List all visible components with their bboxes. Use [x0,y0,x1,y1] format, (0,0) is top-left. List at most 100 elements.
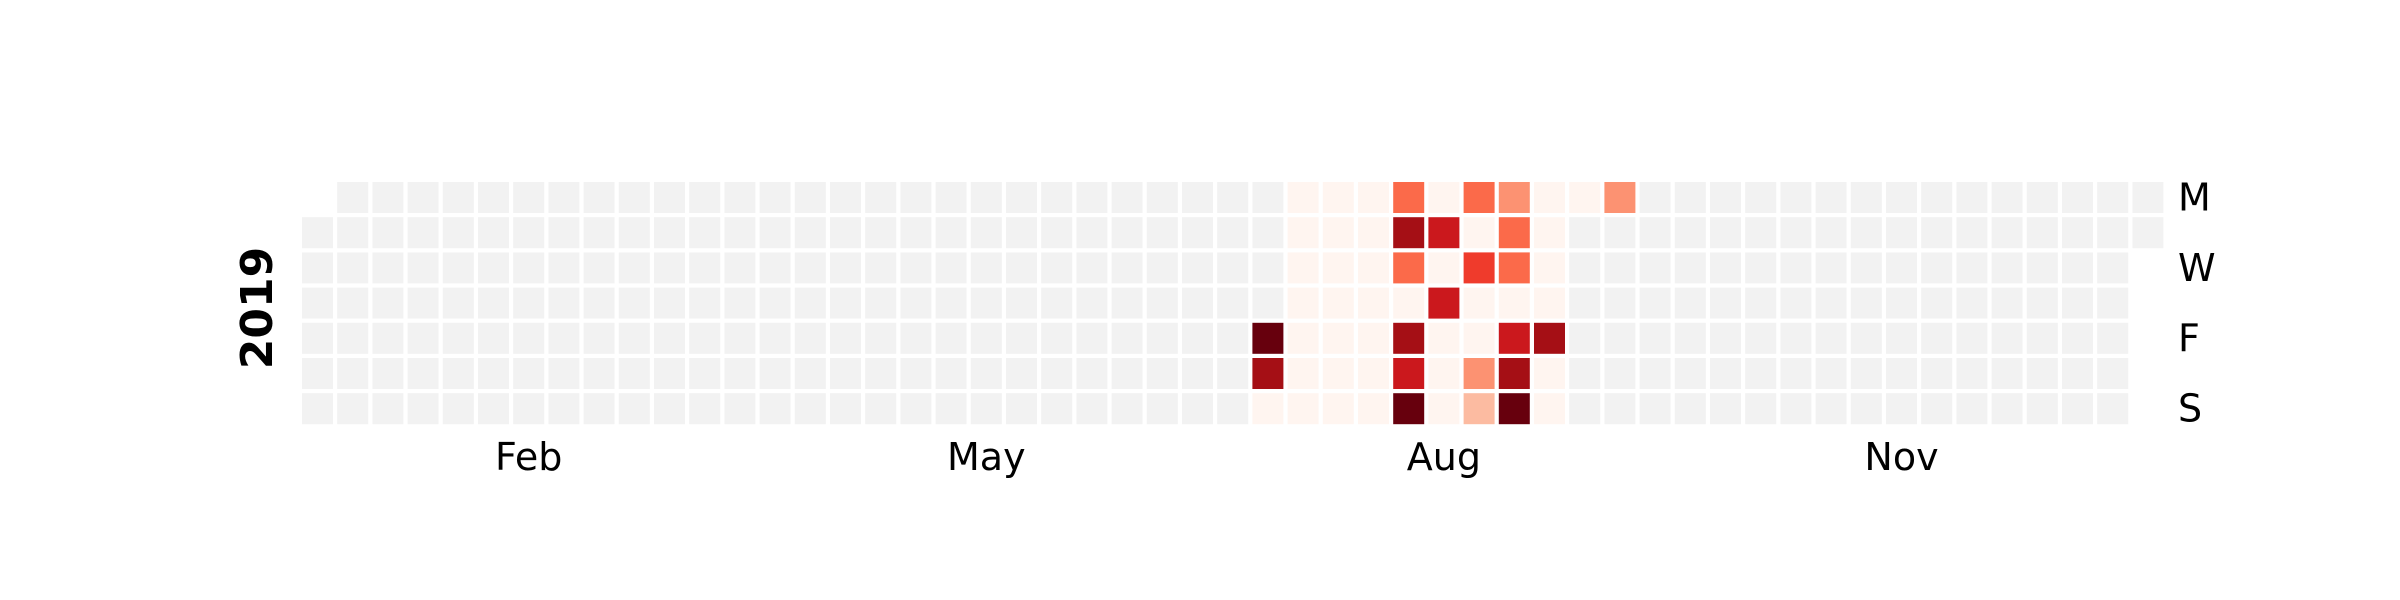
heatmap-cell-2019-09-18 [1604,252,1635,283]
heatmap-cell-2019-01-28 [443,182,474,213]
heatmap-cell-2019-03-05 [619,217,650,248]
heatmap-cell-2019-11-19 [1921,217,1952,248]
heatmap-cell-2019-08-31 [1499,358,1530,389]
heatmap-cell-2019-03-17 [654,393,685,424]
heatmap-cell-2019-06-10 [1112,182,1143,213]
heatmap-cell-2019-10-04 [1675,323,1706,354]
heatmap-cell-2019-06-13 [1112,288,1143,319]
heatmap-cell-2019-05-06 [936,182,967,213]
heatmap-cell-2019-05-29 [1041,252,1072,283]
heatmap-cell-2019-06-24 [1182,182,1213,213]
heatmap-cell-2019-02-17 [513,393,544,424]
heatmap-cell-2019-01-12 [337,358,368,389]
heatmap-cell-2019-08-17 [1428,358,1459,389]
heatmap-cell-2019-12-13 [2027,323,2058,354]
heatmap-cell-2019-09-08 [1534,393,1565,424]
heatmap-cell-2019-11-12 [1886,217,1917,248]
heatmap-cell-2019-12-06 [1992,323,2023,354]
heatmap-cell-2019-06-27 [1182,288,1213,319]
heatmap-cell-2019-12-19 [2062,288,2093,319]
heatmap-cell-2019-06-16 [1112,393,1143,424]
heatmap-cell-2019-02-20 [548,252,579,283]
month-label-may: May [947,435,1026,479]
day-label-m: M [2178,176,2211,220]
heatmap-cell-2019-04-03 [760,252,791,283]
heatmap-cell-2019-04-01 [760,182,791,213]
heatmap-cell-2019-08-26 [1499,182,1530,213]
heatmap-cell-2019-12-16 [2062,182,2093,213]
heatmap-cell-2019-02-13 [513,252,544,283]
heatmap-cell-2019-07-18 [1288,288,1319,319]
heatmap-cell-2019-10-30 [1816,252,1847,283]
heatmap-cell-2019-06-29 [1182,358,1213,389]
heatmap-cell-2019-03-10 [619,393,650,424]
heatmap-cell-2019-02-22 [548,323,579,354]
heatmap-cell-2019-04-23 [865,217,896,248]
heatmap-cell-2019-04-02 [760,217,791,248]
heatmap-cell-2019-10-08 [1710,217,1741,248]
heatmap-cell-2019-02-08 [478,323,509,354]
heatmap-cell-2019-08-27 [1499,217,1530,248]
heatmap-cell-2019-03-19 [689,217,720,248]
heatmap-cell-2019-10-19 [1745,358,1776,389]
heatmap-cell-2019-11-18 [1921,182,1952,213]
heatmap-cell-2019-05-05 [900,393,931,424]
heatmap-cell-2019-03-31 [724,393,755,424]
heatmap-cell-2019-10-20 [1745,393,1776,424]
month-label-feb: Feb [495,435,562,479]
heatmap-cell-2019-10-11 [1710,323,1741,354]
heatmap-cell-2019-12-28 [2097,358,2128,389]
heatmap-cell-2019-09-05 [1534,288,1565,319]
heatmap-cell-2019-11-30 [1956,358,1987,389]
heatmap-cell-2019-03-26 [724,217,755,248]
heatmap-cell-2019-09-24 [1640,217,1671,248]
heatmap-cell-2019-08-09 [1393,323,1424,354]
heatmap-cell-2019-05-20 [1006,182,1037,213]
heatmap-cell-2019-08-04 [1358,393,1389,424]
heatmap-cell-2019-01-10 [337,288,368,319]
heatmap-cell-2019-01-17 [372,288,403,319]
heatmap-cell-2019-08-03 [1358,358,1389,389]
heatmap-cell-2019-12-09 [2027,182,2058,213]
heatmap-cell-2019-03-06 [619,252,650,283]
heatmap-cell-2019-07-14 [1252,393,1283,424]
heatmap-cell-2019-04-05 [760,323,791,354]
heatmap-cell-2019-12-03 [1992,217,2023,248]
heatmap-cell-2019-06-20 [1147,288,1178,319]
heatmap-cell-2019-04-24 [865,252,896,283]
heatmap-cell-2019-08-10 [1393,358,1424,389]
heatmap-cell-2019-10-03 [1675,288,1706,319]
heatmap-cell-2019-05-26 [1006,393,1037,424]
heatmap-cell-2019-01-08 [337,217,368,248]
heatmap-cell-2019-07-25 [1323,288,1354,319]
heatmap-cell-2019-05-14 [971,217,1002,248]
heatmap-cell-2019-09-22 [1604,393,1635,424]
heatmap-cell-2019-09-26 [1640,288,1671,319]
heatmap-cell-2019-07-12 [1252,323,1283,354]
heatmap-cell-2019-04-30 [900,217,931,248]
heatmap-cell-2019-08-23 [1464,323,1495,354]
heatmap-cell-2019-11-10 [1851,393,1882,424]
heatmap-cell-2019-11-26 [1956,217,1987,248]
heatmap-cell-2019-04-04 [760,288,791,319]
heatmap-cell-2019-11-09 [1851,358,1882,389]
heatmap-cell-2019-08-30 [1499,323,1530,354]
heatmap-cell-2019-09-01 [1499,393,1530,424]
heatmap-cell-2019-01-24 [408,288,439,319]
heatmap-cell-2019-09-11 [1569,252,1600,283]
heatmap-cell-2019-11-25 [1956,182,1987,213]
heatmap-cell-2019-01-01 [302,217,333,248]
heatmap-cell-2019-01-27 [408,393,439,424]
heatmap-cell-2019-10-09 [1710,252,1741,283]
heatmap-cell-2019-01-20 [372,393,403,424]
heatmap-cell-2019-09-30 [1675,182,1706,213]
heatmap-cell-2019-09-29 [1640,393,1671,424]
heatmap-cell-2019-03-27 [724,252,755,283]
heatmap-cell-2019-11-23 [1921,358,1952,389]
heatmap-cell-2019-05-02 [900,288,931,319]
heatmap-cell-2019-04-09 [795,217,826,248]
heatmap-cell-2019-03-03 [584,393,615,424]
heatmap-cell-2019-05-24 [1006,323,1037,354]
heatmap-cell-2019-12-31 [2132,217,2163,248]
